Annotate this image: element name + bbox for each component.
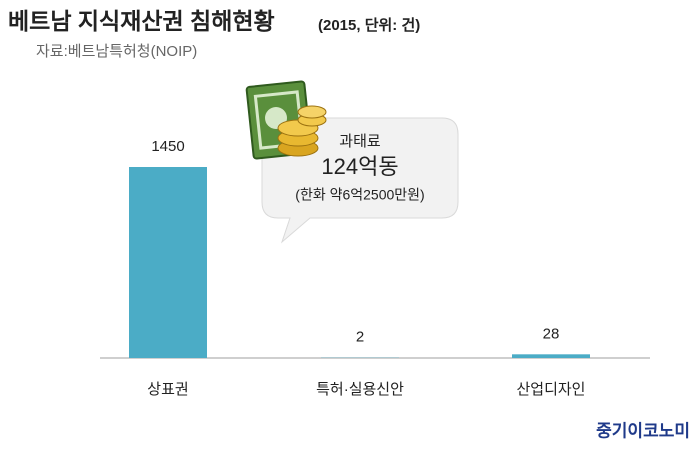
callout-note: (한화 약6억2500만원) bbox=[295, 187, 424, 203]
data-label: 1450 bbox=[151, 138, 184, 155]
brand: 중기이코노미 bbox=[596, 421, 690, 440]
x-tick-label: 상표권 bbox=[147, 381, 188, 398]
x-tick-label: 특허·실용신안 bbox=[316, 381, 404, 398]
chart-title: 베트남 지식재산권 침해현황 bbox=[8, 8, 275, 34]
callout-amount: 124억동 bbox=[321, 154, 398, 179]
data-label: 2 bbox=[356, 329, 364, 346]
chart-subtitle: (2015, 단위: 건) bbox=[318, 17, 420, 34]
money-icon bbox=[245, 80, 327, 160]
bar bbox=[129, 167, 207, 358]
callout: 과태료 124억동 (한화 약6억2500만원) bbox=[245, 80, 459, 244]
x-tick-label: 산업디자인 bbox=[516, 381, 585, 398]
data-label: 28 bbox=[543, 325, 560, 342]
callout-label: 과태료 bbox=[339, 133, 381, 150]
source: 자료:베트남특허청(NOIP) bbox=[36, 43, 197, 60]
bar bbox=[512, 354, 590, 358]
